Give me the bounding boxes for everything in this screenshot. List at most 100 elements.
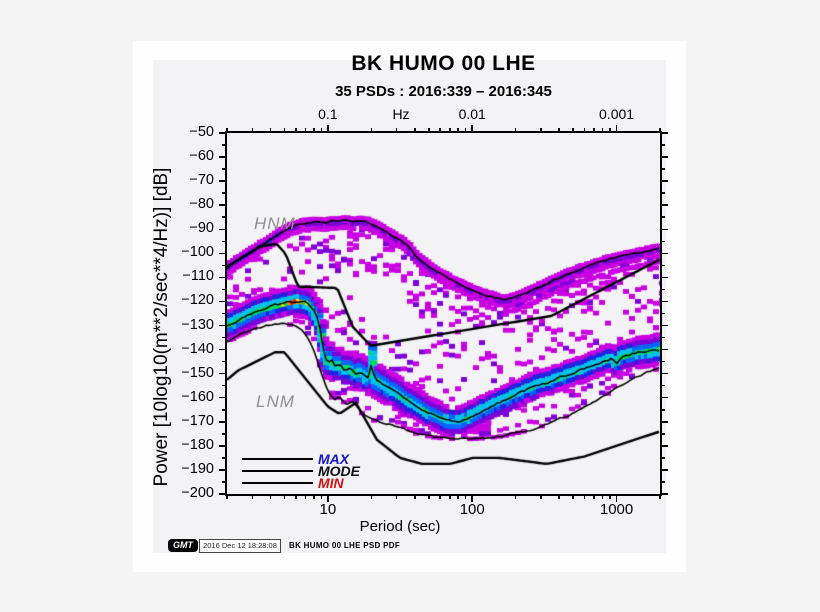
x-axis-tick (615, 494, 618, 502)
x-axis-tick (320, 494, 323, 499)
top-axis-unit-label: Hz (392, 106, 410, 122)
y-axis-tick (222, 409, 227, 411)
x-axis-tick (304, 128, 307, 133)
lnm-label: LNM (256, 392, 295, 411)
x-axis-tick (471, 125, 473, 133)
y-axis-tick (660, 216, 665, 218)
x-axis-tick (659, 494, 661, 499)
y-axis-tick (660, 228, 668, 231)
x-axis-tick (540, 494, 542, 499)
plot-frame (225, 131, 662, 496)
y-axis-tick (660, 469, 668, 471)
x-axis-tick (295, 494, 297, 499)
y-axis-tick (219, 445, 227, 447)
x-axis-tick (449, 128, 451, 133)
x-axis-tick (572, 494, 574, 499)
y-axis-tick (222, 216, 227, 218)
y-tick-label: −110 (182, 268, 214, 285)
x-axis-tick (514, 494, 517, 499)
x-axis-tick (583, 494, 586, 499)
x-axis-tick (659, 128, 661, 133)
y-axis-tick (660, 168, 665, 170)
x-axis-tick (609, 494, 611, 499)
y-axis-tick (219, 132, 227, 134)
x-axis-tick (439, 128, 441, 133)
y-axis-tick (219, 396, 227, 399)
y-axis-tick (219, 300, 227, 303)
y-tick-label: −170 (181, 412, 214, 429)
y-tick-label: −130 (181, 316, 214, 333)
x-axis-tick (327, 494, 329, 502)
x-axis-tick (558, 494, 560, 499)
x-axis-tick (583, 128, 586, 133)
x-axis-tick (464, 494, 467, 499)
x-tick-label: 10 (319, 501, 337, 518)
x-axis-tick (269, 128, 272, 133)
x-axis-tick (457, 128, 459, 133)
y-axis-tick (660, 372, 668, 375)
x-axis-tick (327, 125, 329, 133)
x-axis-tick (572, 128, 574, 133)
y-axis-tick (219, 276, 227, 279)
x-axis-tick (283, 128, 286, 133)
x-axis-tick (609, 128, 611, 133)
y-axis-tick (222, 336, 227, 339)
y-axis-tick (660, 288, 665, 291)
x-tick-label: 100 (459, 501, 485, 518)
y-axis-tick (660, 324, 668, 327)
y-tick-label: −150 (181, 364, 214, 381)
y-axis-tick (219, 324, 227, 327)
legend-line-min (242, 482, 313, 484)
y-axis-tick (222, 264, 227, 267)
x-axis-tick (269, 494, 272, 499)
x-axis-tick (414, 494, 416, 499)
plot-title: BK HUMO 00 LHE (351, 52, 536, 75)
x-axis-tick (514, 128, 517, 133)
y-axis-tick (660, 264, 665, 267)
y-axis-tick (660, 180, 668, 182)
y-axis-tick (222, 433, 227, 435)
y-axis-tick (660, 493, 668, 495)
x-axis-tick (304, 494, 307, 499)
legend-line-mode (242, 470, 313, 472)
y-tick-label: −50 (189, 124, 214, 140)
x-axis-tick (251, 128, 254, 133)
y-axis-tick (660, 348, 668, 351)
y-tick-label: −190 (181, 460, 214, 477)
x-axis-label: Period (sec) (359, 518, 441, 535)
y-axis-tick (660, 276, 668, 279)
x-axis-tick (439, 494, 441, 499)
y-axis-tick (660, 409, 665, 411)
x-axis-tick (414, 128, 416, 133)
y-axis-tick (219, 228, 227, 231)
legend-label-min: MIN (318, 475, 344, 491)
y-axis-tick (222, 288, 227, 291)
footer-title: BK HUMO 00 LHE PSD PDF (289, 541, 401, 550)
y-axis-tick (219, 156, 227, 158)
y-axis-tick (222, 144, 227, 146)
x-axis-tick (395, 494, 398, 499)
y-axis-tick (660, 192, 665, 194)
top-tick-label: 0.1 (318, 106, 338, 122)
x-axis-tick (593, 128, 595, 133)
x-axis-tick (615, 125, 618, 133)
y-axis-tick (222, 312, 227, 315)
top-tick-label: 0.001 (599, 106, 635, 122)
x-axis-tick (370, 494, 373, 499)
gmt-logo: GMT (168, 539, 198, 552)
x-axis-tick (313, 128, 315, 133)
y-axis-tick (660, 481, 665, 483)
y-axis-tick (660, 204, 668, 206)
x-axis-tick (428, 494, 430, 499)
x-axis-tick (320, 128, 323, 133)
x-axis-tick (601, 128, 604, 133)
x-axis-tick (601, 494, 604, 499)
y-axis-tick (660, 252, 668, 255)
y-axis-tick (219, 252, 227, 255)
y-tick-label: −60 (189, 148, 214, 165)
legend-label-mode: MODE (318, 463, 360, 479)
x-axis-tick (428, 128, 430, 133)
y-axis-tick (660, 457, 665, 459)
x-axis-tick (370, 128, 373, 133)
x-axis-tick (295, 128, 297, 133)
